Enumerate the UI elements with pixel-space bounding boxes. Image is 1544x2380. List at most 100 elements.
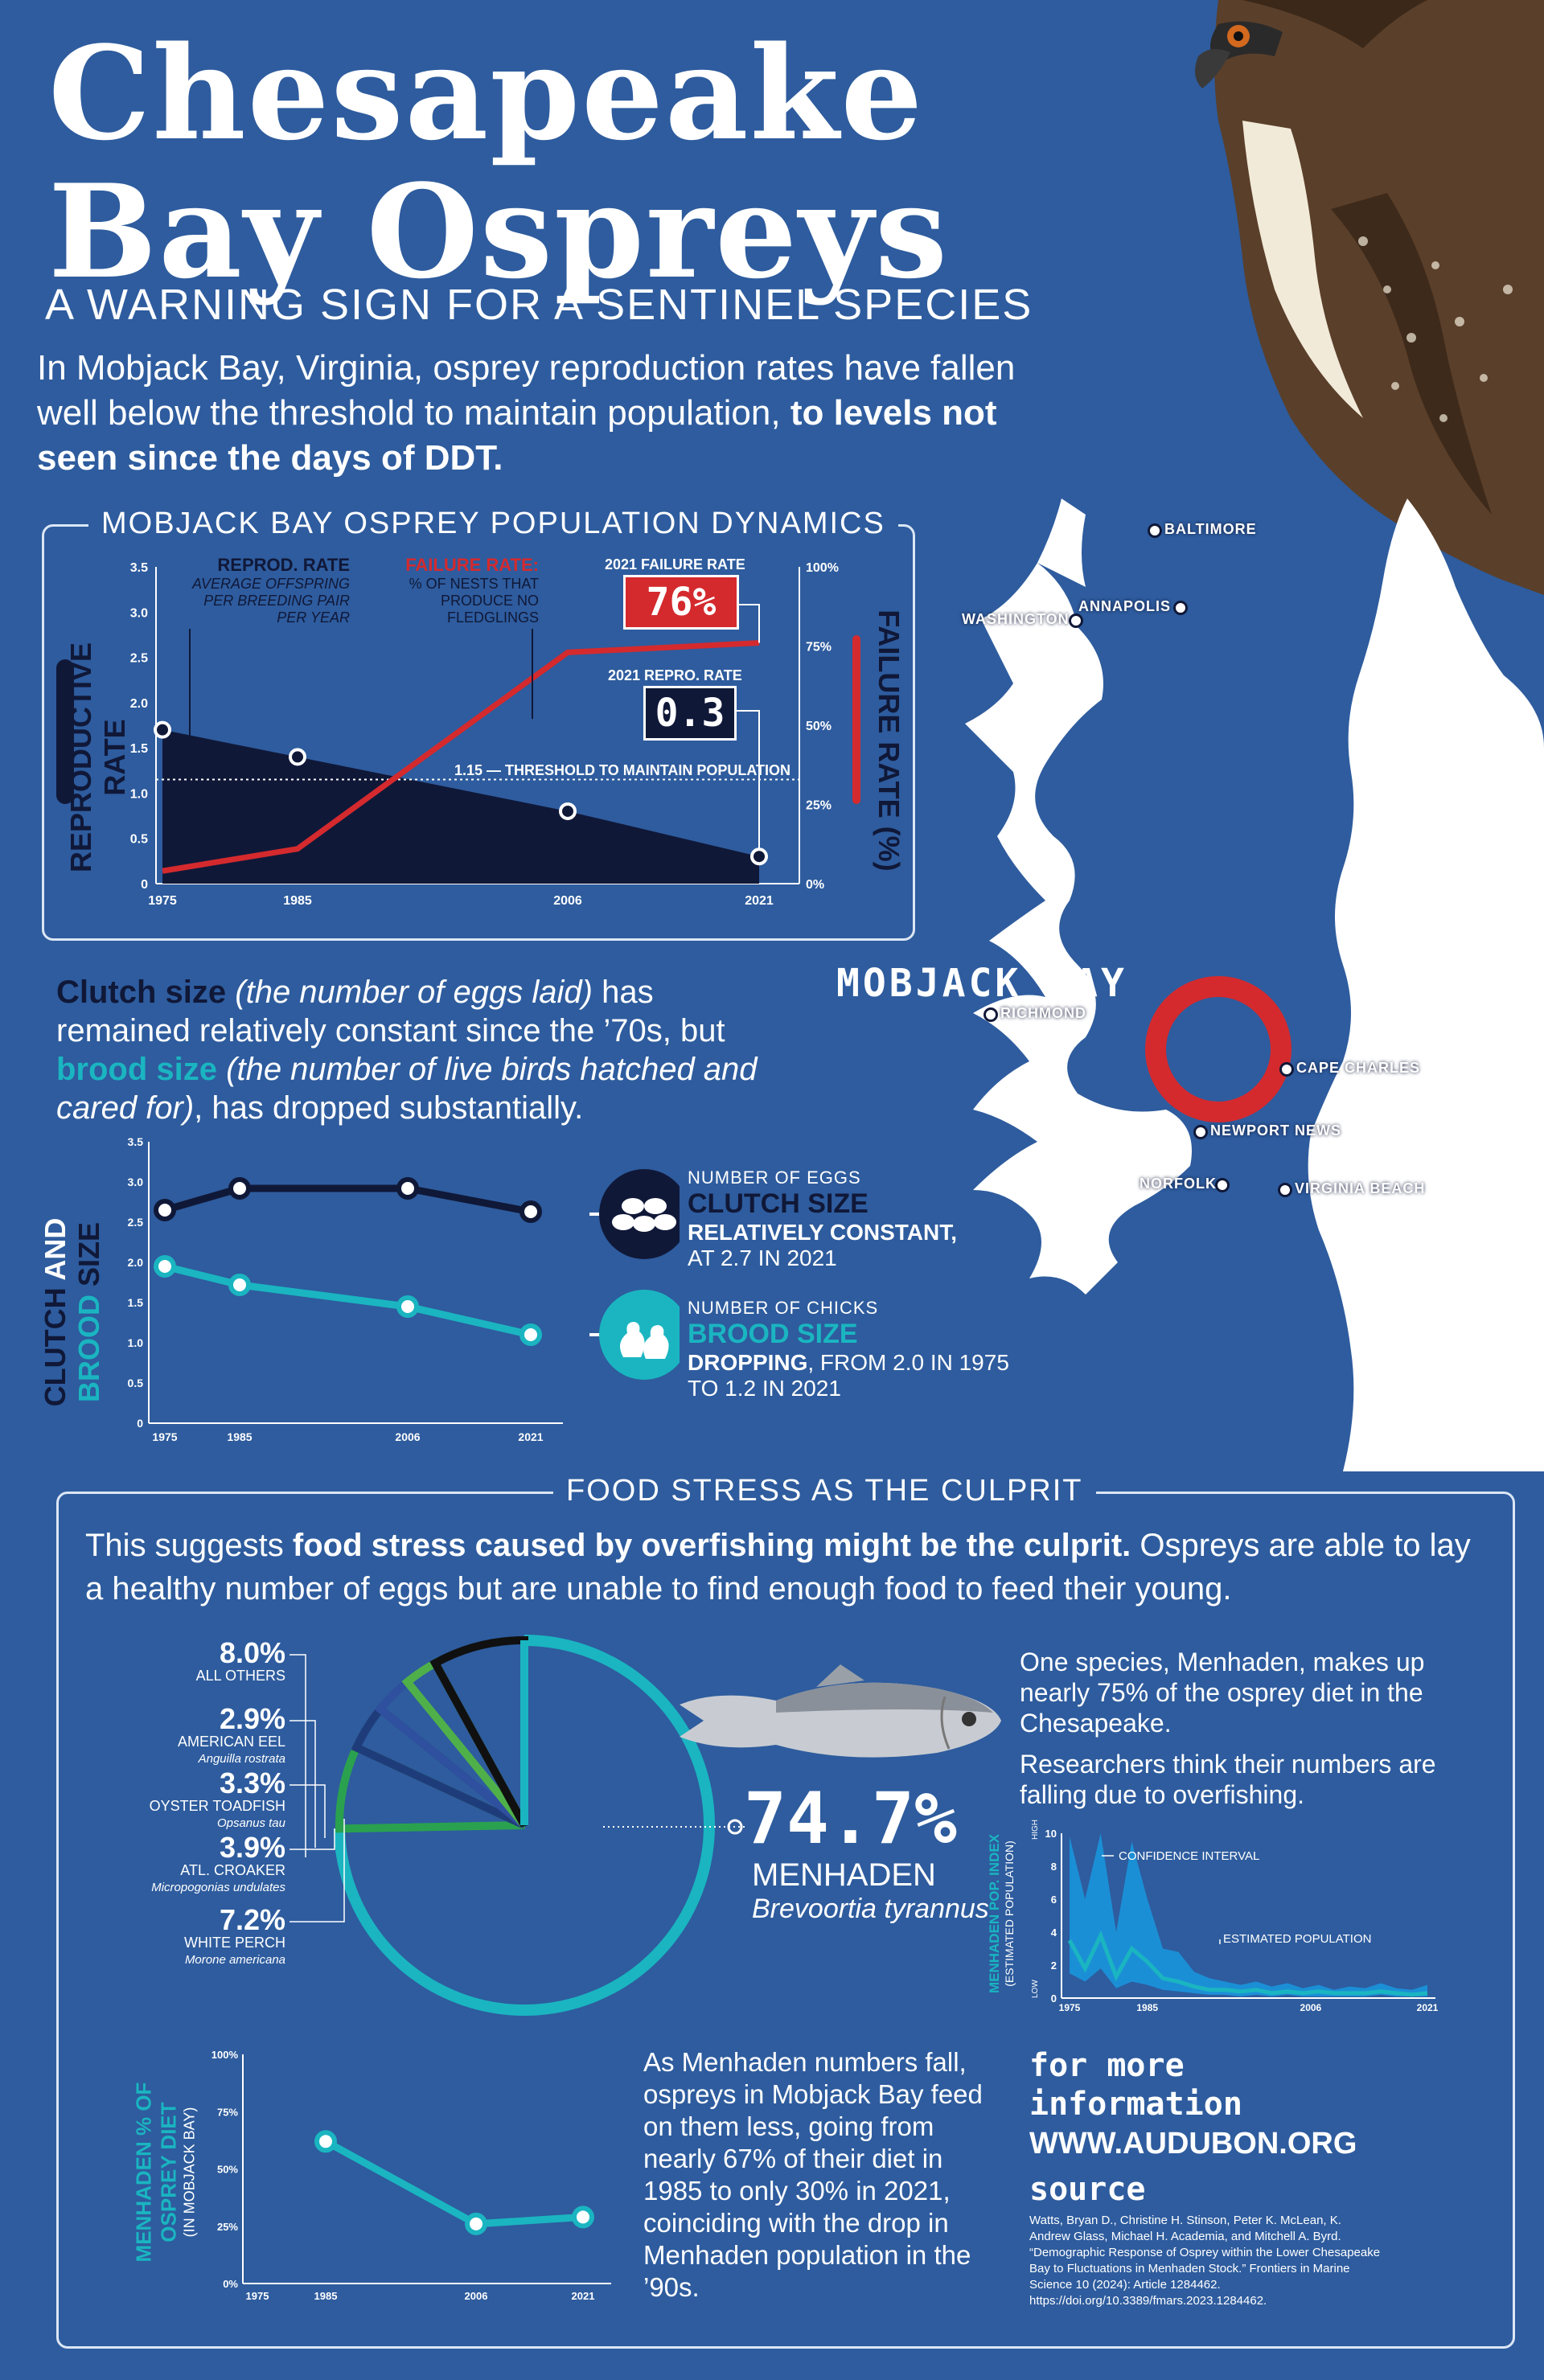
pop-low-label: LOW (1031, 1980, 1040, 1998)
city-label: VIRGINIA BEACH (1295, 1180, 1426, 1196)
y-tick-label: 2.0 (128, 1256, 144, 1269)
dynamics-title: MOBJACK BAY OSPREY POPULATION DYNAMICS (88, 507, 898, 541)
repro-point (154, 720, 171, 739)
x-tick-label: 2006 (395, 1430, 420, 1443)
city-marker-annapolis (1173, 601, 1188, 615)
city-marker-norfolk (1215, 1178, 1230, 1192)
x-tick-label: 2006 (1300, 2002, 1322, 2013)
title-line-1: Chesapeake (48, 18, 925, 169)
pie-scientific-label: Anguilla rostrata (198, 1752, 285, 1766)
y-tick-label: 6 (1051, 1894, 1057, 1906)
x-tick-label: 2021 (572, 2290, 595, 2302)
map-region-label: MOBJACK BAY (836, 961, 1127, 1006)
left-tick-label: 1.5 (130, 742, 148, 756)
intro-plain: In Mobjack Bay, Virginia, osprey reprodu… (37, 348, 1016, 433)
clutch-axis-label-1: CLUTCH (39, 1287, 72, 1407)
clutch-axis-label-2: BROOD (72, 1295, 105, 1403)
repro-2021-leader (733, 710, 760, 857)
clutch-def: (the number of eggs laid) (226, 975, 593, 1010)
city-marker-richmond (983, 1007, 998, 1022)
fail-callout-desc: % OF NESTS THAT PRODUCE NO FLEDGLINGS (409, 576, 539, 626)
fail-callout-title: FAILURE RATE: (405, 555, 539, 575)
pie-category-label: WHITE PERCH (184, 1935, 285, 1951)
x-tick-label: 2021 (745, 894, 774, 908)
brood-line (163, 1262, 532, 1339)
left-tick-label: 3.0 (130, 606, 148, 620)
chicks-rest: , FROM 2.0 IN 1975 TO 1.2 IN 2021 (688, 1350, 1009, 1401)
repro-callout-desc: AVERAGE OFFSPRING PER BREEDING PAIR PER … (191, 576, 350, 626)
y-tick-label: 8 (1051, 1861, 1057, 1873)
pie-value-label: 8.0% (220, 1636, 285, 1669)
x-tick-label: 1985 (227, 1430, 252, 1443)
pie-scientific-label: Opsanus tau (217, 1816, 286, 1830)
species-text: One species, Menhaden, makes up nearly 7… (1020, 1648, 1425, 1738)
ci-label: CONFIDENCE INTERVAL (1119, 1849, 1259, 1863)
threshold-label: 1.15 — THRESHOLD TO MAINTAIN POPULATION (454, 762, 791, 778)
y-tick-label: 25% (217, 2221, 238, 2233)
x-tick-label: 1985 (1136, 2002, 1158, 2013)
y-tick-label: 10 (1045, 1828, 1057, 1840)
x-tick-label: 2006 (465, 2290, 488, 2302)
page-title: Chesapeake Bay Ospreys (48, 24, 949, 301)
pie-value-label: 3.9% (220, 1831, 285, 1864)
fail-2021-value: 76% (623, 575, 739, 630)
diet-axis-label-sub: (IN MOBJACK BAY) (181, 2107, 198, 2238)
clutch-axis-label-3: SIZE (72, 1221, 105, 1295)
diet-line (323, 2138, 584, 2228)
right-tick-label: 0% (806, 878, 824, 892)
eggs-callout: NUMBER OF EGGS CLUTCH SIZE RELATIVELY CO… (688, 1167, 1025, 1271)
intro-bold: to levels not seen since the days of DDT… (37, 393, 997, 478)
subtitle: A WARNING SIGN FOR A SENTINEL SPECIES (45, 281, 1033, 329)
dynamics-chart: 0 0.5 1.0 1.5 2.0 2.5 3.0 3.5 0% 25% 50% 75% 100% 197… (130, 561, 839, 908)
chicks-callout: NUMBER OF CHICKS BROOD SIZE DROPPING, FR… (688, 1298, 1025, 1401)
food-lead-text: This suggests food stress caused by over… (85, 1524, 1484, 1611)
x-tick-label: 1985 (283, 894, 312, 908)
chicks-icon (589, 1290, 680, 1380)
repro-point (289, 748, 306, 766)
right-tick-label: 50% (806, 720, 832, 733)
left-tick-label: 0 (141, 878, 148, 892)
chicks-desc: DROPPING, FROM 2.0 IN 1975 TO 1.2 IN 202… (688, 1350, 1025, 1401)
left-tick-label: 2.5 (130, 652, 148, 666)
estimated-population-line (1067, 1930, 1428, 1997)
eggs-kicker: NUMBER OF EGGS (688, 1167, 861, 1188)
pie-value-label: 7.2% (220, 1903, 285, 1936)
clutch-point (154, 1199, 176, 1221)
eggs-icon (589, 1169, 680, 1259)
city-label: ANNAPOLIS (1078, 598, 1171, 614)
pie-category-label: AMERICAN EEL (178, 1734, 285, 1750)
audubon-link[interactable]: WWW.AUDUBON.ORG (1029, 2127, 1357, 2160)
repro-area (162, 729, 759, 884)
pop-high-label: HIGH (1031, 1820, 1040, 1840)
food-lead-rest: Ospreys are able to lay a healthy number… (85, 1528, 1471, 1606)
brood-point (519, 1323, 542, 1346)
y-tick-label: 4 (1051, 1927, 1057, 1939)
fail-callout: FAILURE RATE: % OF NESTS THAT PRODUCE NO… (378, 555, 539, 626)
menhaden-pop-chart: 0 2 4 6 8 10 HIGH LOW 1975 1985 2006 2021 CONFIDENCE… (1031, 1820, 1439, 2013)
x-tick-label: 1975 (152, 1430, 177, 1443)
y-tick-label: 0 (1051, 1992, 1057, 2005)
city-marker-virginia-beach (1278, 1183, 1292, 1197)
food-lead-plain: This suggests (85, 1528, 293, 1563)
dyn-right-axis-label: FAILURE RATE (%) (873, 609, 905, 872)
y-tick-label: 2.5 (128, 1216, 144, 1229)
chicks-bold: DROPPING (688, 1350, 808, 1375)
left-tick-label: 3.5 (130, 561, 148, 575)
city-label: RICHMOND (1000, 1005, 1086, 1021)
repro-callout: REPROD. RATE AVERAGE OFFSPRING PER BREED… (189, 555, 350, 626)
diet-axis-label: MENHADEN % OF OSPREY DIET (IN MOBJACK BA… (132, 2044, 199, 2301)
x-tick-label: 1975 (246, 2290, 269, 2302)
pie-scientific-label: Micropogonias undulates (151, 1881, 285, 1894)
pie-category-label: OYSTER TOADFISH (150, 1798, 285, 1814)
pie-scientific-label: Morone americana (185, 1953, 285, 1967)
clutch-point (519, 1200, 542, 1223)
menhaden-value: 74.7% (744, 1777, 957, 1860)
repro-2021-label: 2021 REPRO. RATE (608, 667, 742, 683)
y-tick-label: 2 (1051, 1959, 1057, 1972)
y-tick-label: 0 (137, 1417, 143, 1430)
chicks-title: BROOD SIZE (688, 1319, 858, 1349)
city-label: NEWPORT NEWS (1210, 1122, 1341, 1139)
dyn-left-axis-label: REPRODUCTIVE RATE (64, 642, 131, 873)
city-marker-washington (1069, 613, 1083, 628)
clutch-rest: has remained relatively constant since t… (56, 975, 725, 1048)
